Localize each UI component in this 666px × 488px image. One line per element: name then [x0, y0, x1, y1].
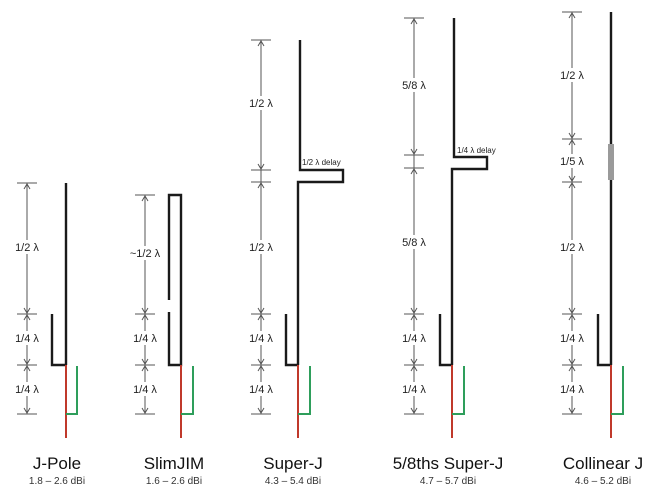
five-eighths-radiator	[450, 18, 489, 365]
slimjim-label-2: 1/4 λ	[133, 333, 157, 345]
five-eighths-delay-label: 1/4 λ delay	[457, 146, 496, 155]
j-pole-stub	[50, 314, 66, 367]
slimjim-folded-element	[167, 193, 183, 367]
five-eighths-label-3: 1/4 λ	[402, 333, 426, 345]
five-eighths-label-2: 5/8 λ	[402, 237, 426, 249]
collinear-j-shield	[611, 366, 624, 415]
collinear-j-label-2: 1/5 λ	[560, 156, 584, 168]
slimjim-shield	[181, 366, 194, 415]
super-j-shield	[298, 366, 311, 415]
five-eighths-shield	[452, 366, 465, 415]
slimjim-gain: 1.6 – 2.6 dBi	[146, 476, 202, 487]
five-eighths-label-1: 5/8 λ	[402, 80, 426, 92]
collinear-j-label-4: 1/4 λ	[560, 333, 584, 345]
super-j-label-3: 1/4 λ	[249, 333, 273, 345]
super-j-antenna: 1/2 λ 1/2 λ 1/4 λ 1/4 λ 1/2 λ delay Supe…	[247, 39, 345, 487]
collinear-j-stub	[596, 314, 611, 367]
five-eighths-name: 5/8ths Super-J	[393, 454, 504, 473]
five-eighths-stub	[438, 314, 452, 367]
super-j-label-2: 1/2 λ	[249, 242, 273, 254]
super-j-name: Super-J	[263, 454, 323, 473]
j-pole-label-1: 1/2 λ	[15, 242, 39, 254]
j-pole-gain: 1.8 – 2.6 dBi	[29, 476, 85, 487]
super-j-delay-label: 1/2 λ delay	[302, 158, 341, 167]
j-pole-antenna: 1/2 λ 1/4 λ 1/4 λ J-Pole 1.8 – 2.6 dBi	[13, 182, 85, 487]
slimjim-antenna: ~1/2 λ 1/4 λ 1/4 λ SlimJIM 1.6 – 2.6 dBi	[124, 193, 204, 487]
super-j-label-4: 1/4 λ	[249, 384, 273, 396]
slimjim-label-3: 1/4 λ	[133, 384, 157, 396]
slimjim-label-1: ~1/2 λ	[130, 248, 161, 260]
super-j-gain: 4.3 – 5.4 dBi	[265, 476, 321, 487]
collinear-j-label-3: 1/2 λ	[560, 242, 584, 254]
collinear-j-antenna: 1/2 λ 1/5 λ 1/2 λ 1/4 λ 1/4 λ Collinear …	[558, 11, 643, 487]
slimjim-dimension-lines	[135, 194, 155, 415]
slimjim-name: SlimJIM	[144, 454, 204, 473]
collinear-j-label-1: 1/2 λ	[560, 70, 584, 82]
super-j-stub	[284, 314, 298, 367]
j-pole-shield	[66, 366, 78, 415]
five-eighths-label-4: 1/4 λ	[402, 384, 426, 396]
collinear-j-gain: 4.6 – 5.2 dBi	[575, 476, 631, 487]
j-pole-label-3: 1/4 λ	[15, 384, 39, 396]
super-j-label-1: 1/2 λ	[249, 98, 273, 110]
collinear-j-phasing-coil	[608, 144, 614, 180]
super-j-radiator	[296, 40, 345, 365]
five-eighths-gain: 4.7 – 5.7 dBi	[420, 476, 476, 487]
collinear-j-name: Collinear J	[563, 454, 643, 473]
five-eighths-super-j-antenna: 5/8 λ 5/8 λ 1/4 λ 1/4 λ 1/4 λ delay 5/8t…	[393, 17, 504, 487]
j-pole-dimension-lines	[17, 182, 37, 415]
collinear-j-label-5: 1/4 λ	[560, 384, 584, 396]
j-pole-name: J-Pole	[33, 454, 81, 473]
five-eighths-dimension-lines	[404, 17, 424, 415]
j-pole-label-2: 1/4 λ	[15, 333, 39, 345]
